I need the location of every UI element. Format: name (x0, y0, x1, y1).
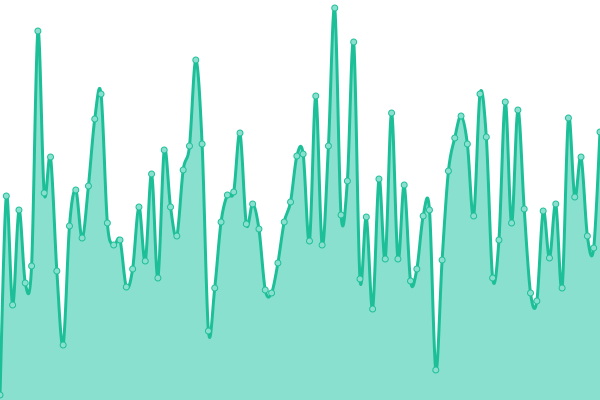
data-point-59 (369, 305, 377, 313)
data-point-38 (236, 129, 244, 137)
data-markers (0, 4, 600, 399)
data-point-11 (65, 222, 73, 230)
data-point-17 (103, 219, 111, 227)
data-point-56 (350, 38, 358, 46)
data-point-36 (223, 191, 231, 199)
data-point-18 (110, 241, 118, 249)
data-point-46 (287, 198, 295, 206)
data-point-90 (564, 114, 572, 122)
data-point-80 (501, 98, 509, 106)
data-point-68 (425, 206, 433, 214)
data-point-50 (312, 92, 320, 100)
data-point-53 (331, 4, 339, 12)
data-point-93 (583, 232, 591, 240)
data-point-15 (91, 115, 99, 123)
data-point-3 (15, 206, 23, 214)
data-point-43 (268, 289, 276, 297)
data-point-48 (299, 150, 307, 158)
data-point-40 (249, 200, 257, 208)
data-point-84 (527, 289, 535, 297)
data-point-60 (375, 175, 383, 183)
data-point-25 (154, 274, 162, 282)
data-point-5 (28, 262, 36, 270)
data-point-57 (356, 275, 364, 283)
data-point-45 (280, 218, 288, 226)
data-point-10 (59, 341, 67, 349)
data-point-52 (324, 142, 332, 150)
data-point-87 (545, 254, 553, 262)
data-point-78 (489, 274, 497, 282)
data-point-27 (167, 203, 175, 211)
data-point-91 (571, 193, 579, 201)
data-point-81 (508, 219, 516, 227)
data-point-69 (432, 366, 440, 374)
data-point-31 (192, 56, 200, 64)
data-point-20 (122, 283, 130, 291)
data-point-47 (293, 152, 301, 160)
data-point-7 (40, 189, 48, 197)
data-point-8 (47, 153, 55, 161)
data-point-1 (2, 192, 10, 200)
data-point-39 (242, 220, 250, 228)
data-point-24 (148, 170, 156, 178)
data-point-35 (217, 218, 225, 226)
data-point-92 (577, 153, 585, 161)
data-point-95 (596, 128, 600, 136)
data-point-66 (413, 265, 421, 273)
data-point-83 (520, 205, 528, 213)
data-point-49 (305, 237, 313, 245)
data-point-61 (381, 255, 389, 263)
data-point-71 (444, 167, 452, 175)
data-point-85 (533, 297, 541, 305)
data-point-2 (9, 301, 17, 309)
data-point-9 (53, 267, 61, 275)
data-point-13 (78, 234, 86, 242)
data-point-75 (470, 212, 478, 220)
data-point-30 (185, 142, 193, 150)
data-point-26 (160, 146, 168, 154)
data-point-82 (514, 106, 522, 114)
area-fill (0, 7, 600, 400)
data-point-63 (394, 255, 402, 263)
data-point-64 (400, 181, 408, 189)
data-point-58 (362, 213, 370, 221)
data-point-41 (255, 225, 263, 233)
data-point-23 (141, 257, 149, 265)
data-point-21 (129, 265, 137, 273)
data-point-4 (21, 279, 29, 287)
data-point-74 (463, 140, 471, 148)
data-point-79 (495, 236, 503, 244)
data-point-34 (211, 284, 219, 292)
data-point-28 (173, 232, 181, 240)
data-point-32 (198, 140, 206, 148)
data-point-14 (84, 182, 92, 190)
data-point-6 (34, 27, 42, 35)
data-point-89 (558, 284, 566, 292)
data-point-70 (438, 256, 446, 264)
data-point-65 (407, 277, 415, 285)
data-point-0 (0, 391, 4, 399)
data-point-94 (590, 244, 598, 252)
data-point-73 (457, 112, 465, 120)
data-point-86 (539, 207, 547, 215)
data-point-76 (476, 90, 484, 98)
data-point-16 (97, 90, 105, 98)
data-point-42 (261, 286, 269, 294)
data-point-29 (179, 166, 187, 174)
data-point-72 (451, 134, 459, 142)
data-point-51 (318, 241, 326, 249)
data-point-12 (72, 186, 80, 194)
data-point-44 (274, 259, 282, 267)
data-point-55 (343, 177, 351, 185)
data-point-22 (135, 203, 143, 211)
data-point-19 (116, 236, 124, 244)
data-point-37 (230, 188, 238, 196)
data-point-33 (204, 327, 212, 335)
data-point-67 (419, 212, 427, 220)
data-point-77 (482, 133, 490, 141)
data-point-54 (337, 211, 345, 219)
data-point-88 (552, 200, 560, 208)
data-point-62 (388, 109, 396, 117)
